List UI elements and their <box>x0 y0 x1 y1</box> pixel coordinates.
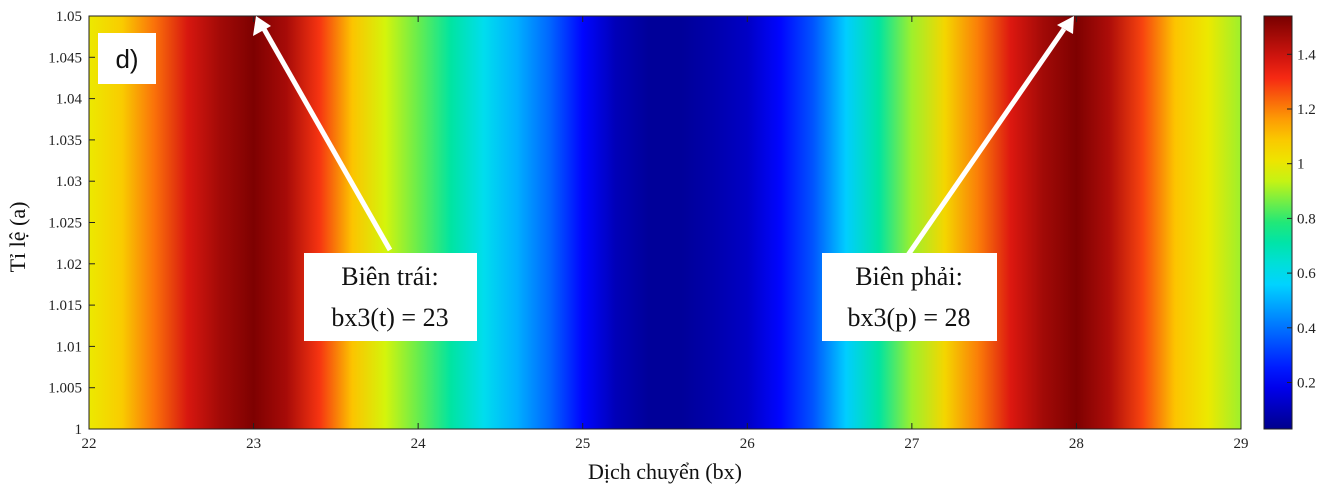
left-annotation-line-2: bx3(t) = 23 <box>331 303 448 332</box>
right-annotation-line-2: bx3(p) = 28 <box>848 303 971 332</box>
left-boundary-arrow <box>261 27 393 252</box>
y-tick-label: 1.015 <box>48 298 82 314</box>
colorbar-tick-label: 1 <box>1297 157 1305 173</box>
y-tick-label: 1.045 <box>48 50 82 66</box>
x-tick-label: 24 <box>411 436 427 452</box>
right-boundary-annotation: Biên phải: bx3(p) = 28 <box>822 253 997 341</box>
x-tick-label: 29 <box>1234 436 1249 452</box>
y-tick-label: 1.01 <box>56 339 82 355</box>
y-tick-label: 1.05 <box>56 9 82 25</box>
colorbar <box>1264 16 1292 429</box>
colorbar-ticks: 0.2 0.4 0.6 0.8 1 1.2 1.4 <box>1287 47 1316 392</box>
colorbar-tick-label: 0.2 <box>1297 376 1316 392</box>
colorbar-tick-label: 0.8 <box>1297 211 1316 227</box>
y-tick-label: 1.03 <box>56 174 82 190</box>
colorbar-frame <box>1263 15 1293 430</box>
y-axis-ticks: 1 1.005 1.01 1.015 1.02 1.025 1.03 1.035 1.04 1.0… <box>48 9 95 438</box>
left-annotation-line-1: Biên trái: <box>341 262 438 291</box>
x-axis-label: Dịch chuyển (bx) <box>588 459 742 484</box>
right-boundary-arrow <box>905 27 1067 257</box>
x-tick-label: 23 <box>246 436 261 452</box>
y-tick-label: 1.04 <box>56 92 83 108</box>
right-boundary-arrowhead <box>1057 16 1074 34</box>
y-tick-label: 1 <box>75 422 83 438</box>
left-boundary-arrowhead <box>253 16 271 36</box>
right-annotation-line-1: Biên phải: <box>855 262 963 291</box>
colorbar-tick-label: 1.4 <box>1297 47 1316 63</box>
x-tick-label: 22 <box>82 436 97 452</box>
x-axis-ticks: 22 23 24 25 26 27 28 29 <box>82 16 1249 452</box>
x-tick-label: 27 <box>904 436 920 452</box>
x-tick-label: 26 <box>740 436 756 452</box>
y-tick-label: 1.035 <box>48 133 82 149</box>
colorbar-tick-label: 1.2 <box>1297 102 1316 118</box>
panel-label-box <box>98 33 156 84</box>
y-tick-label: 1.025 <box>48 216 82 232</box>
left-boundary-annotation: Biên trái: bx3(t) = 23 <box>304 253 477 341</box>
y-axis-label: Tỉ lệ (a) <box>5 202 30 273</box>
x-tick-label: 28 <box>1069 436 1084 452</box>
heatmap-area <box>89 16 1241 429</box>
y-tick-label: 1.005 <box>48 381 82 397</box>
x-tick-label: 25 <box>575 436 590 452</box>
colorbar-tick-label: 0.4 <box>1297 321 1316 337</box>
y-tick-label: 1.02 <box>56 257 82 273</box>
panel-label: d) <box>115 44 138 74</box>
colorbar-tick-label: 0.6 <box>1297 266 1316 282</box>
